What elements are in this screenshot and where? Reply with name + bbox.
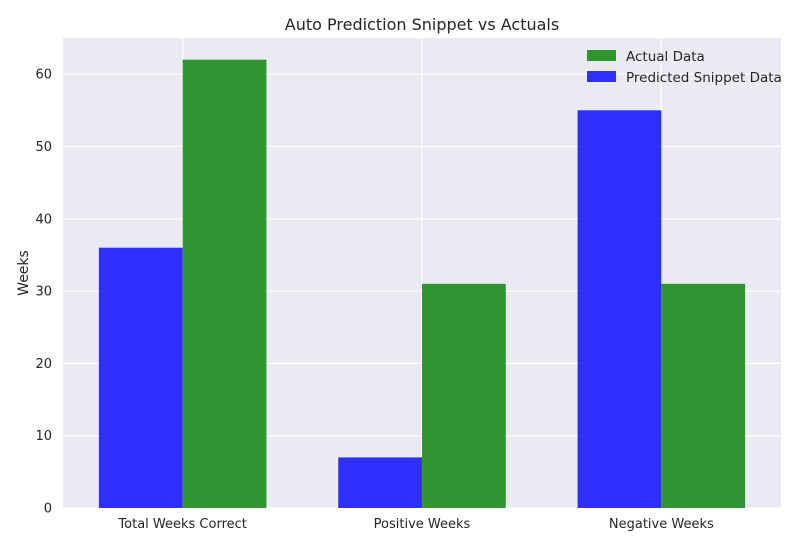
legend-swatch <box>587 71 616 82</box>
chart-title: Auto Prediction Snippet vs Actuals <box>285 15 559 34</box>
y-tick-label: 20 <box>35 357 52 372</box>
axes: 0 10 20 30 40 50 60 Total Weeks Correct Positive… <box>35 68 714 532</box>
bar-actual-data-0 <box>182 59 267 508</box>
x-tick-label: Positive Weeks <box>374 517 471 532</box>
y-axis-label: Weeks <box>16 250 32 296</box>
legend-label: Actual Data <box>626 49 705 65</box>
bar-predicted-snippet-data-2 <box>577 110 662 509</box>
y-tick-label: 60 <box>35 68 52 83</box>
x-tick-label: Negative Weeks <box>609 517 714 532</box>
bar-actual-data-1 <box>422 283 506 508</box>
legend: Actual Data Predicted Snippet Data <box>587 49 782 86</box>
y-tick-label: 40 <box>35 212 52 227</box>
y-tick-label: 30 <box>35 285 52 300</box>
y-tick-label: 50 <box>35 140 52 155</box>
y-tick-label: 0 <box>44 502 52 517</box>
legend-swatch <box>587 50 616 61</box>
bar-predicted-snippet-data-1 <box>338 457 422 508</box>
x-tick-label: Total Weeks Correct <box>117 517 246 532</box>
bar-actual-data-2 <box>661 283 746 508</box>
legend-label: Predicted Snippet Data <box>626 70 782 86</box>
bar-predicted-snippet-data-0 <box>98 247 183 508</box>
y-tick-label: 10 <box>35 429 52 444</box>
bars <box>98 59 746 509</box>
